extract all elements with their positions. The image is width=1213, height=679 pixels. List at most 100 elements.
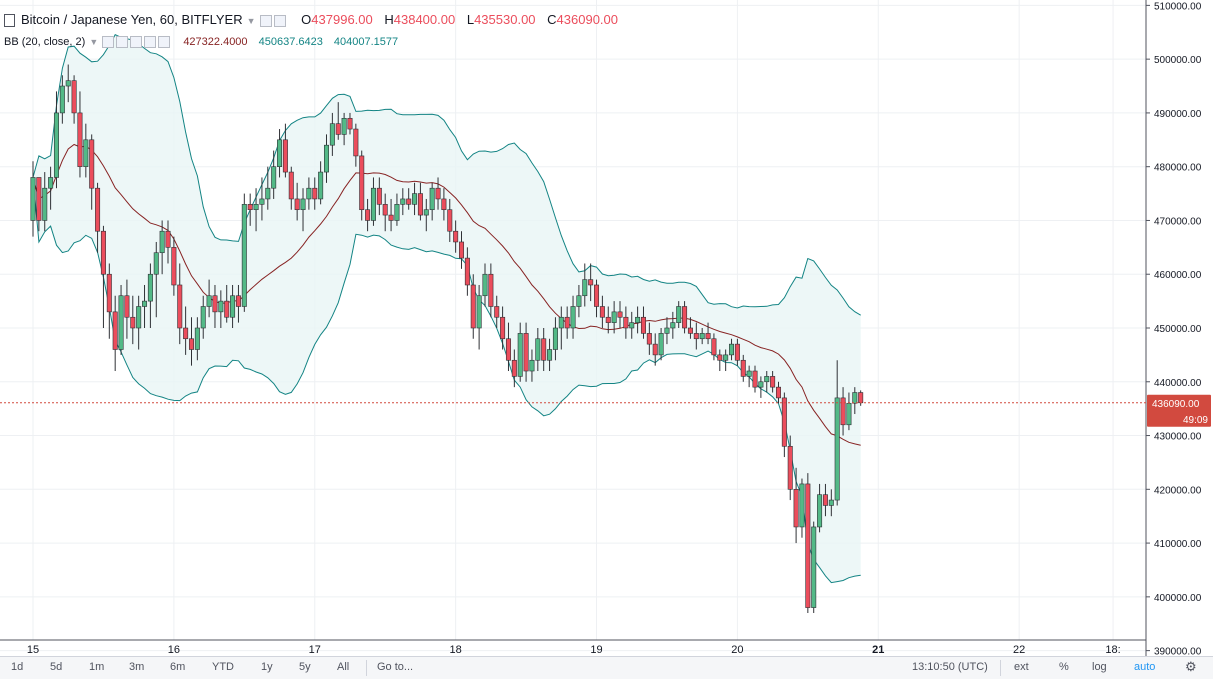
candle [235, 295, 241, 307]
candle [288, 171, 294, 200]
candle [822, 494, 828, 506]
range-6m[interactable]: 6m [170, 661, 186, 673]
candle [306, 187, 312, 200]
candle [629, 322, 635, 329]
range-5y[interactable]: 5y [299, 661, 311, 673]
goto-button[interactable]: Go to... [377, 661, 414, 673]
indicator-row: BB (20, close, 2) ▼ 427322.4000 450637.64… [4, 36, 399, 49]
candle [658, 333, 664, 356]
range-1m[interactable]: 1m [89, 661, 105, 673]
candle [476, 295, 482, 329]
candle [758, 381, 764, 388]
candle [500, 316, 506, 340]
candle [400, 198, 406, 205]
candle [594, 284, 600, 307]
candle [746, 370, 752, 377]
candle [206, 295, 212, 307]
candle [282, 139, 288, 173]
indicator-eye-icon[interactable] [102, 36, 115, 49]
candle [699, 333, 705, 340]
indicator-dropdown-icon[interactable]: ▼ [89, 37, 99, 48]
candle [359, 155, 365, 211]
ext-toggle[interactable]: ext [1014, 661, 1029, 673]
candle [523, 333, 529, 372]
candle [341, 117, 347, 135]
indicator-source-icon[interactable] [130, 36, 143, 49]
price-chart[interactable]: 436090.00 49:09 390000.00 400000.00 410000.0… [0, 0, 1213, 656]
candle [100, 230, 106, 275]
utc-clock[interactable]: 13:10:50 (UTC) [912, 661, 988, 673]
candle [382, 204, 388, 216]
candle [623, 316, 629, 329]
candle [640, 316, 646, 334]
y-tick-label: 460000.00 [1154, 270, 1202, 281]
y-tick-label: 470000.00 [1154, 216, 1202, 227]
range-ytd[interactable]: YTD [212, 661, 234, 673]
symbol-title[interactable]: Bitcoin / Japanese Yen, 60, BITFLYER [21, 12, 243, 27]
candle [353, 128, 359, 157]
y-tick-label: 450000.00 [1154, 324, 1202, 335]
bb-basis-line [32, 143, 861, 446]
range-1d[interactable]: 1d [11, 661, 24, 673]
candle [412, 193, 418, 205]
candle [687, 327, 693, 334]
candle [799, 483, 805, 528]
range-all[interactable]: All [337, 661, 350, 673]
candle [183, 327, 189, 340]
high-label: H [384, 12, 394, 27]
candle [83, 139, 89, 167]
range-3m[interactable]: 3m [129, 661, 145, 673]
candle [118, 295, 124, 350]
candle [265, 187, 271, 200]
price-tag-countdown: 49:09 [1183, 415, 1208, 426]
candle [811, 526, 817, 608]
candle [817, 494, 823, 528]
candle [793, 489, 799, 528]
settings-icon[interactable] [259, 14, 272, 27]
candle [611, 311, 617, 323]
candle [752, 370, 758, 388]
range-5d[interactable]: 5d [50, 661, 63, 673]
percent-toggle[interactable]: % [1059, 661, 1069, 673]
candle [194, 327, 200, 350]
candle [588, 279, 594, 286]
candle [147, 273, 153, 302]
y-tick-label: 440000.00 [1154, 378, 1202, 389]
indicator-more-icon[interactable] [144, 36, 157, 49]
indicator-title[interactable]: BB (20, close, 2) [4, 36, 86, 48]
bb-lower-value: 404007.1577 [333, 36, 399, 48]
candle [693, 333, 699, 340]
range-1y[interactable]: 1y [261, 661, 273, 673]
candle [670, 322, 676, 329]
candle [828, 499, 834, 506]
hide-icon[interactable] [273, 14, 286, 27]
indicator-settings-icon[interactable] [116, 36, 129, 49]
candle [136, 306, 142, 329]
bb-lower-line [32, 177, 861, 584]
price-scale [1146, 0, 1213, 656]
candle [253, 204, 259, 211]
chart-menu-icon[interactable] [4, 14, 15, 28]
auto-toggle[interactable]: auto [1134, 661, 1156, 673]
symbol-dropdown-icon[interactable]: ▼ [246, 15, 256, 26]
candle [259, 198, 265, 205]
candle [124, 295, 130, 318]
candle [112, 311, 118, 350]
candle [188, 338, 194, 350]
log-toggle[interactable]: log [1092, 661, 1107, 673]
candle [646, 333, 652, 345]
candle [517, 333, 523, 377]
candle [159, 230, 165, 254]
candle [224, 300, 230, 318]
candle [494, 306, 500, 318]
indicator-close-icon[interactable] [158, 36, 171, 49]
candle [858, 392, 864, 404]
candle [370, 187, 376, 221]
candle [705, 333, 711, 340]
candle [676, 306, 682, 323]
candle [781, 397, 787, 447]
candle [165, 230, 171, 248]
candle [106, 273, 112, 313]
gear-icon[interactable]: ⚙ [1185, 659, 1197, 674]
bb-basis-value: 427322.4000 [183, 36, 248, 48]
